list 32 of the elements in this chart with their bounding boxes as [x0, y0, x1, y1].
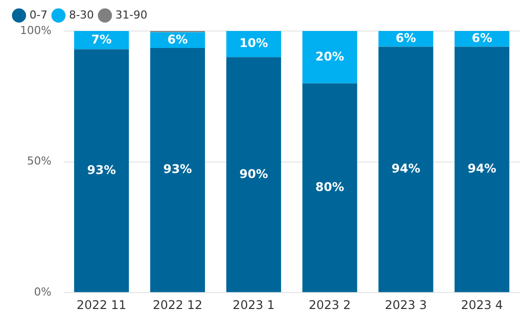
data-label: 94%	[468, 162, 496, 176]
data-label: 80%	[315, 180, 344, 194]
bar	[74, 49, 129, 292]
legend-label: 8-30	[68, 8, 94, 22]
bar	[302, 31, 358, 84]
legend-label: 0-7	[30, 8, 48, 22]
data-label: 6%	[396, 30, 416, 45]
x-tick-label: 2023 1	[232, 298, 275, 312]
data-label: 10%	[239, 36, 268, 50]
y-tick-label: 0%	[34, 285, 52, 298]
data-label: 93%	[163, 162, 192, 176]
x-tick-label: 2023 4	[460, 298, 503, 312]
y-tick-label: 100%	[20, 24, 52, 37]
x-tick-label: 2022 12	[152, 298, 202, 312]
x-tick-label: 2022 11	[76, 298, 126, 312]
x-tick-label: 2023 2	[308, 298, 351, 312]
data-label: 6%	[167, 32, 188, 46]
x-tick-label: 2023 3	[384, 298, 427, 312]
bar	[454, 46, 510, 292]
bar	[302, 83, 358, 292]
data-label: 93%	[87, 162, 116, 177]
bar	[74, 31, 129, 50]
data-label: 6%	[472, 30, 492, 45]
bar	[378, 46, 434, 292]
data-label: 20%	[315, 49, 344, 64]
legend-label: 31-90	[115, 8, 148, 22]
bar	[226, 57, 282, 292]
data-label: 94%	[391, 162, 420, 176]
data-label: 7%	[91, 32, 112, 46]
bar	[150, 48, 205, 292]
y-tick-label: 50%	[26, 154, 52, 168]
data-label: 90%	[239, 166, 268, 181]
